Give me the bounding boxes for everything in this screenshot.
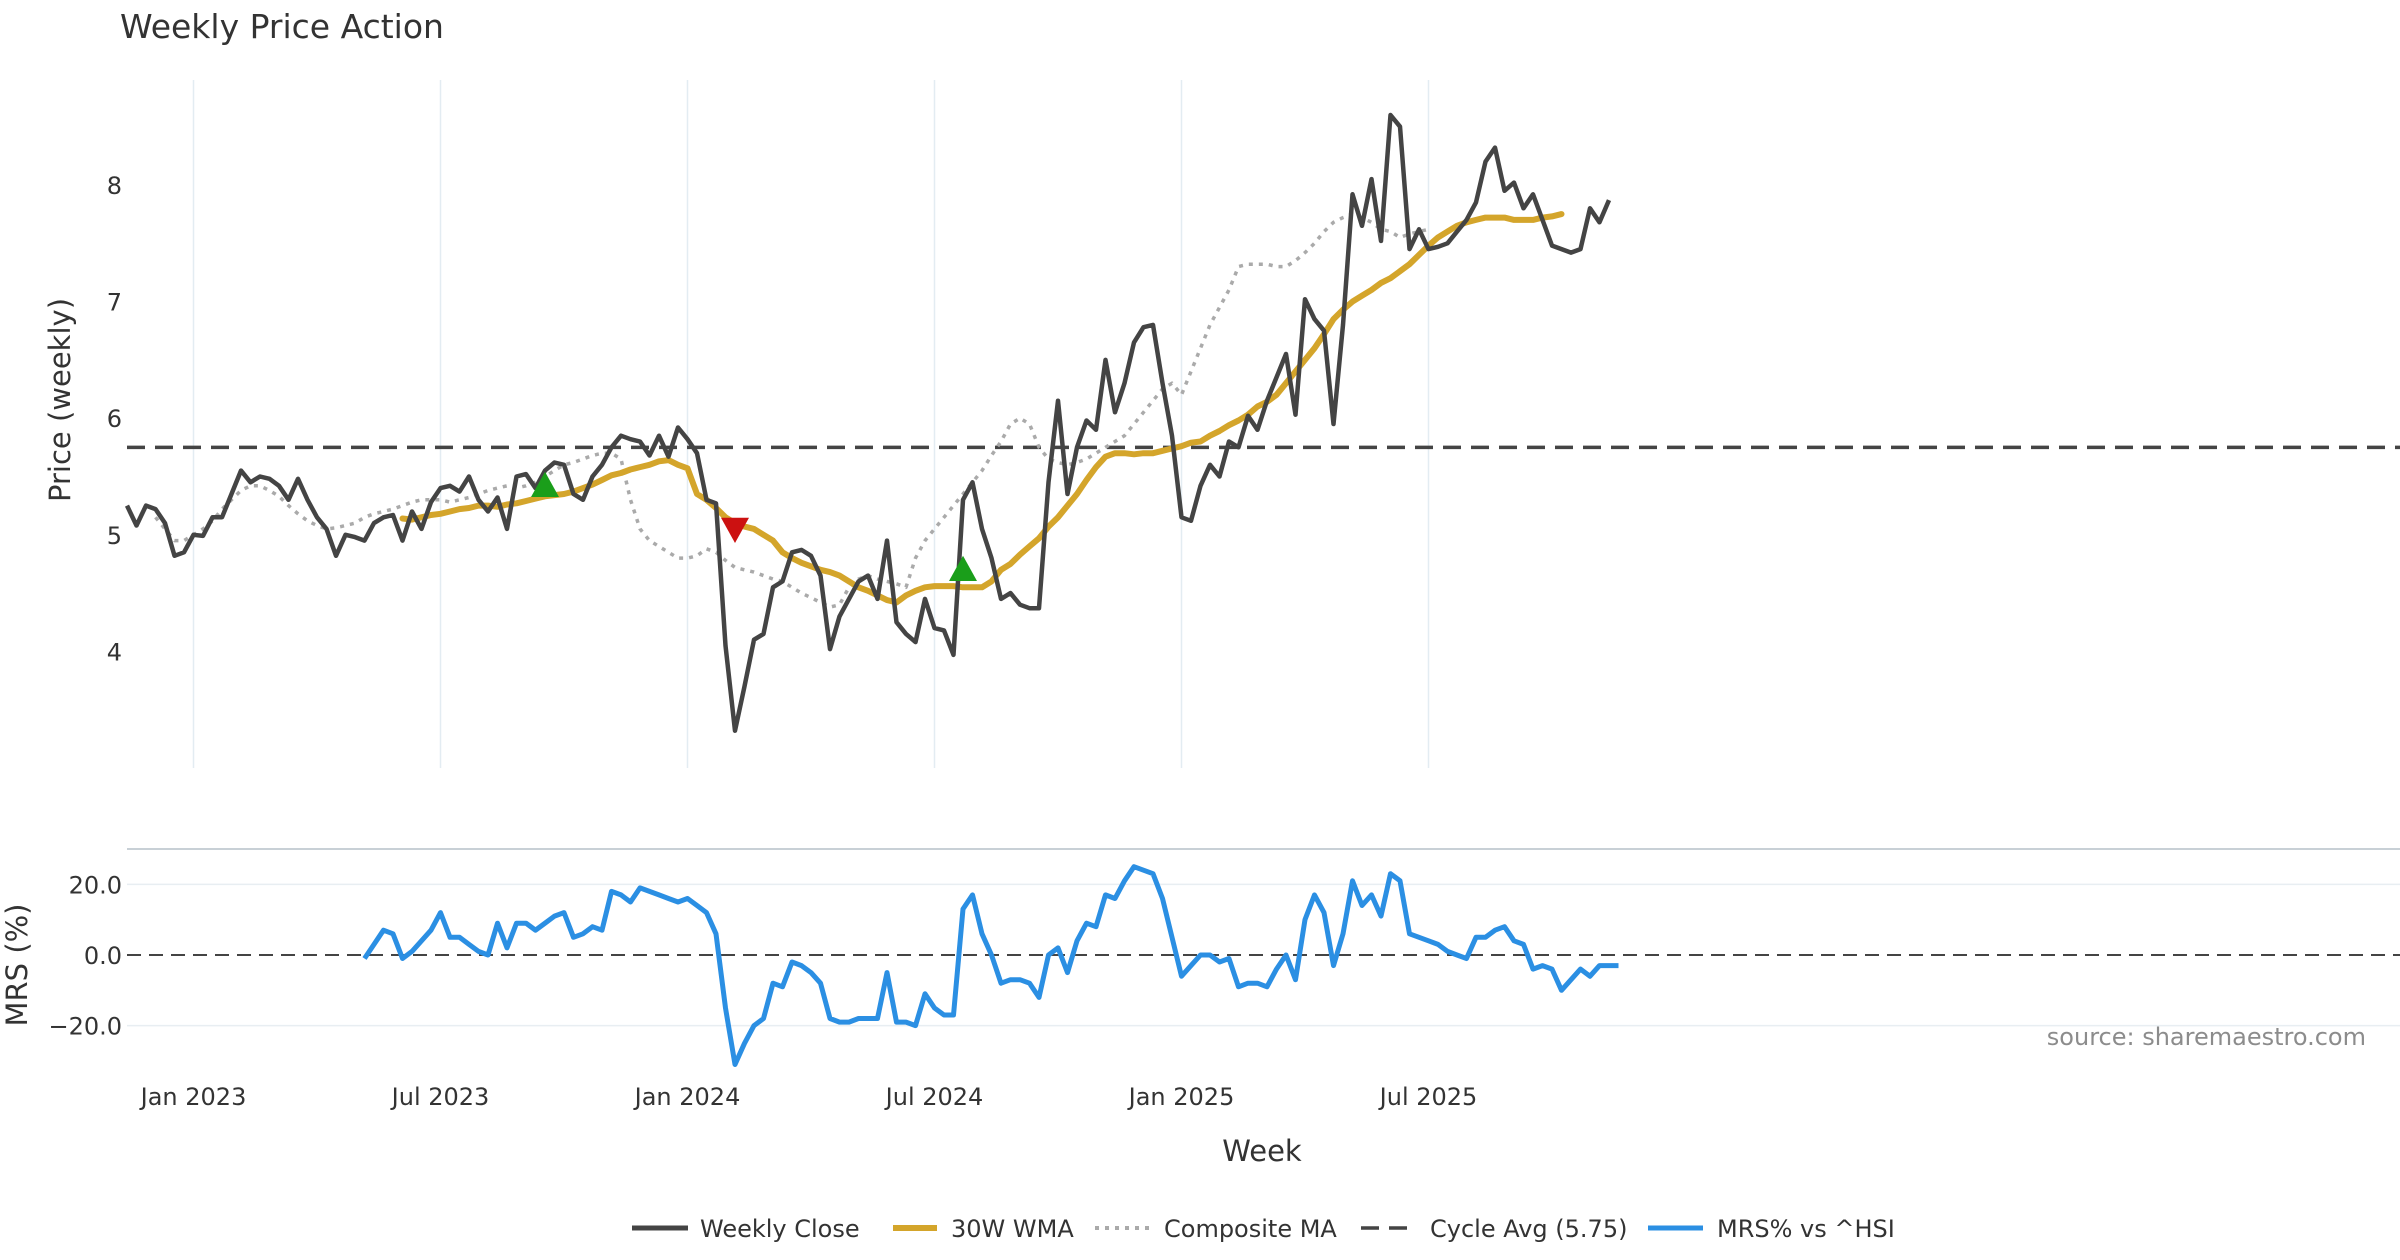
legend-label-cycle-avg: Cycle Avg (5.75) bbox=[1430, 1215, 1627, 1243]
chart-title: Weekly Price Action bbox=[120, 7, 444, 46]
source-note: source: sharemaestro.com bbox=[2047, 1023, 2366, 1051]
sell-signal-marker bbox=[721, 517, 749, 543]
composite-ma-line bbox=[154, 212, 1429, 609]
price-y-tick-label: 6 bbox=[107, 405, 122, 433]
price-y-tick-label: 5 bbox=[107, 522, 122, 550]
mrs-y-tick-label: −20.0 bbox=[48, 1013, 122, 1041]
price-panel: 4 5 6 7 8 Price (weekly) bbox=[43, 80, 2400, 768]
x-tick-label: Jul 2025 bbox=[1378, 1083, 1478, 1111]
buy-signal-marker bbox=[531, 471, 559, 498]
mrs-panel: 20.0 0.0 −20.0 MRS (%) source: sharemaestr… bbox=[0, 848, 2400, 1067]
legend: Weekly Close 30W WMA Composite MA Cycle … bbox=[632, 1215, 1895, 1243]
mrs-line bbox=[362, 864, 1619, 1067]
price-y-tick-label: 8 bbox=[107, 172, 122, 200]
legend-label-composite: Composite MA bbox=[1164, 1215, 1337, 1243]
mrs-y-axis-label: MRS (%) bbox=[0, 904, 34, 1027]
legend-label-mrs: MRS% vs ^HSI bbox=[1717, 1215, 1895, 1243]
legend-label-wma: 30W WMA bbox=[951, 1215, 1074, 1243]
x-tick-label: Jan 2025 bbox=[1127, 1083, 1235, 1111]
wma-30w-line bbox=[399, 211, 1565, 606]
mrs-y-tick-label: 0.0 bbox=[84, 942, 122, 970]
x-axis-label: Week bbox=[1222, 1134, 1302, 1168]
x-tick-label: Jul 2023 bbox=[390, 1083, 490, 1111]
mrs-y-tick-label: 20.0 bbox=[69, 871, 122, 899]
buy-signal-marker bbox=[949, 555, 977, 581]
weekly-close-line bbox=[124, 112, 1612, 733]
x-tick-label: Jan 2023 bbox=[139, 1083, 247, 1111]
price-y-axis-label: Price (weekly) bbox=[43, 298, 77, 502]
x-tick-label: Jan 2024 bbox=[633, 1083, 741, 1111]
legend-label-weekly-close: Weekly Close bbox=[700, 1215, 860, 1243]
price-y-tick-label: 7 bbox=[107, 289, 122, 317]
price-y-tick-label: 4 bbox=[107, 638, 122, 666]
x-tick-label: Jul 2024 bbox=[884, 1083, 984, 1111]
